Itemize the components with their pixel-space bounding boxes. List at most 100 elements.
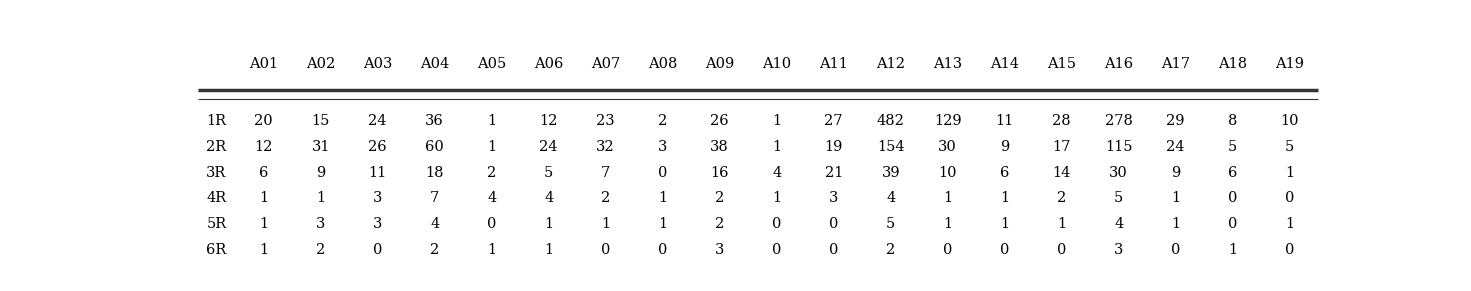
Text: 0: 0 [1228,217,1237,231]
Text: 1: 1 [772,114,781,128]
Text: 15: 15 [312,114,330,128]
Text: 1: 1 [1286,217,1294,231]
Text: 2R: 2R [206,140,227,154]
Text: 18: 18 [425,166,444,180]
Text: 28: 28 [1052,114,1071,128]
Text: 60: 60 [425,140,444,154]
Text: 12: 12 [540,114,558,128]
Text: 3: 3 [374,217,382,231]
Text: 30: 30 [1109,166,1128,180]
Text: 154: 154 [877,140,905,154]
Text: 1: 1 [1171,217,1180,231]
Text: A05: A05 [477,57,506,71]
Text: 5: 5 [1286,140,1294,154]
Text: A11: A11 [819,57,849,71]
Text: 10: 10 [1280,114,1299,128]
Text: A06: A06 [534,57,563,71]
Text: 0: 0 [658,243,668,257]
Text: 24: 24 [540,140,558,154]
Text: 1: 1 [259,243,268,257]
Text: 1: 1 [487,114,496,128]
Text: 26: 26 [368,140,387,154]
Text: 39: 39 [881,166,900,180]
Text: A19: A19 [1275,57,1305,71]
Text: 4R: 4R [206,191,227,205]
Text: 9: 9 [316,166,325,180]
Text: 10: 10 [938,166,958,180]
Text: 1: 1 [1286,166,1294,180]
Text: 4: 4 [772,166,781,180]
Text: 11: 11 [369,166,387,180]
Text: 1: 1 [487,243,496,257]
Text: 5: 5 [886,217,896,231]
Text: 16: 16 [710,166,730,180]
Text: 1: 1 [1058,217,1066,231]
Text: 3: 3 [715,243,724,257]
Text: 27: 27 [824,114,843,128]
Text: 3: 3 [830,191,838,205]
Text: 2: 2 [430,243,440,257]
Text: 2: 2 [715,191,724,205]
Text: 1: 1 [487,140,496,154]
Text: 2: 2 [1058,191,1066,205]
Text: A17: A17 [1161,57,1190,71]
Text: 0: 0 [772,217,781,231]
Text: 1: 1 [544,243,553,257]
Text: 0: 0 [658,166,668,180]
Text: 2: 2 [658,114,668,128]
Text: 6: 6 [1000,166,1009,180]
Text: 1: 1 [772,191,781,205]
Text: 7: 7 [602,166,610,180]
Text: 0: 0 [943,243,952,257]
Text: 0: 0 [1228,191,1237,205]
Text: 6: 6 [1228,166,1237,180]
Text: 1: 1 [602,217,610,231]
Text: 1: 1 [316,191,325,205]
Text: 1: 1 [1171,191,1180,205]
Text: A10: A10 [762,57,791,71]
Text: 8: 8 [1228,114,1237,128]
Text: 12: 12 [254,140,272,154]
Text: A14: A14 [990,57,1019,71]
Text: 0: 0 [1286,191,1294,205]
Text: 1: 1 [943,191,952,205]
Text: 4: 4 [886,191,896,205]
Text: 482: 482 [877,114,905,128]
Text: 6: 6 [259,166,268,180]
Text: A07: A07 [591,57,621,71]
Text: 5R: 5R [206,217,227,231]
Text: 3: 3 [316,217,325,231]
Text: 3: 3 [1114,243,1124,257]
Text: 32: 32 [596,140,615,154]
Text: 20: 20 [254,114,274,128]
Text: 30: 30 [938,140,958,154]
Text: A12: A12 [877,57,905,71]
Text: A13: A13 [933,57,962,71]
Text: 0: 0 [1000,243,1009,257]
Text: 11: 11 [996,114,1014,128]
Text: 2: 2 [715,217,724,231]
Text: 2: 2 [487,166,496,180]
Text: 1: 1 [544,217,553,231]
Text: 7: 7 [430,191,440,205]
Text: 21: 21 [825,166,843,180]
Text: 31: 31 [312,140,330,154]
Text: 0: 0 [1171,243,1180,257]
Text: 19: 19 [825,140,843,154]
Text: 0: 0 [772,243,781,257]
Text: 0: 0 [1286,243,1294,257]
Text: 14: 14 [1053,166,1071,180]
Text: 0: 0 [487,217,496,231]
Text: 4: 4 [1114,217,1124,231]
Text: 38: 38 [710,140,730,154]
Text: 4: 4 [487,191,496,205]
Text: A09: A09 [705,57,734,71]
Text: 24: 24 [1167,140,1186,154]
Text: A08: A08 [649,57,677,71]
Text: 278: 278 [1105,114,1133,128]
Text: 4: 4 [430,217,440,231]
Text: 0: 0 [602,243,610,257]
Text: 1: 1 [943,217,952,231]
Text: 23: 23 [596,114,615,128]
Text: 3R: 3R [206,166,227,180]
